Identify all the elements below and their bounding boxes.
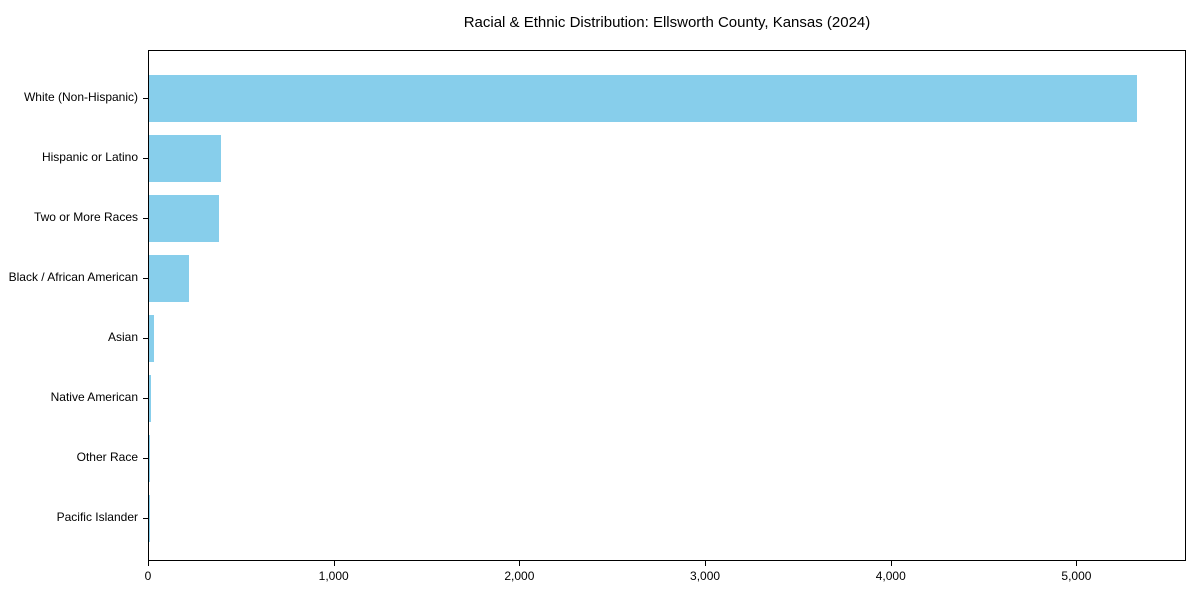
- y-axis-tick: [143, 337, 148, 339]
- bar-hispanic-or-latino: [149, 135, 222, 182]
- bar-white-non-hispanic: [149, 75, 1137, 122]
- y-axis-tick: [143, 517, 148, 519]
- y-axis-label: Black / African American: [8, 270, 138, 284]
- y-axis-tick: [143, 277, 148, 279]
- x-axis-tick-label: 5,000: [1061, 569, 1092, 583]
- x-axis-tick-label: 2,000: [504, 569, 535, 583]
- chart-title: Racial & Ethnic Distribution: Ellsworth …: [463, 14, 871, 31]
- y-axis-label: Native American: [50, 390, 138, 404]
- y-axis-tick: [143, 97, 148, 99]
- bar-asian: [149, 315, 155, 362]
- x-axis-tick: [705, 561, 707, 566]
- bar-other-race: [149, 435, 151, 482]
- x-axis-tick: [1076, 561, 1078, 566]
- y-axis-tick: [143, 157, 148, 159]
- y-axis-label: White (Non-Hispanic): [23, 90, 138, 104]
- x-axis-tick: [519, 561, 521, 566]
- x-axis-tick: [148, 561, 149, 566]
- x-axis-tick: [333, 561, 335, 566]
- bar-two-or-more-races: [149, 195, 219, 242]
- x-axis-tick-label: 1,000: [318, 569, 349, 583]
- plot-area: [148, 50, 1186, 561]
- bar-black-african-american: [149, 255, 189, 302]
- y-axis-label: Pacific Islander: [56, 510, 138, 524]
- y-axis-label: Two or More Races: [33, 210, 138, 224]
- x-axis-tick: [890, 561, 892, 566]
- x-axis-tick-label: 3,000: [690, 569, 721, 583]
- y-axis-tick: [143, 397, 148, 399]
- y-axis-label: Other Race: [76, 450, 138, 464]
- y-axis-tick: [143, 457, 148, 459]
- x-axis-tick-label: 4,000: [875, 569, 906, 583]
- bar-native-american: [149, 375, 151, 422]
- y-axis-label: Hispanic or Latino: [41, 150, 138, 164]
- y-axis-label: Asian: [107, 330, 138, 344]
- x-axis-tick-label: 0: [144, 569, 152, 583]
- y-axis-tick: [143, 217, 148, 219]
